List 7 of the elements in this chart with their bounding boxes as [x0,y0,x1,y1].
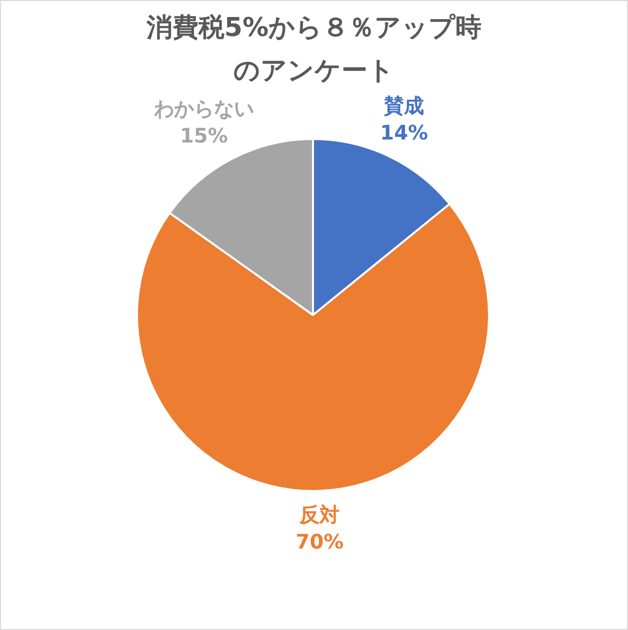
data-label: 15% [180,124,228,148]
slice-label: わからない [152,96,254,121]
chart-title: 消費税5%から８％アップ時のアンケート [145,12,483,88]
slice-label: 反対 [298,502,340,527]
slice-label: 賛成 [383,94,424,118]
data-label: 70% [296,530,344,554]
data-label: 14% [380,120,428,145]
